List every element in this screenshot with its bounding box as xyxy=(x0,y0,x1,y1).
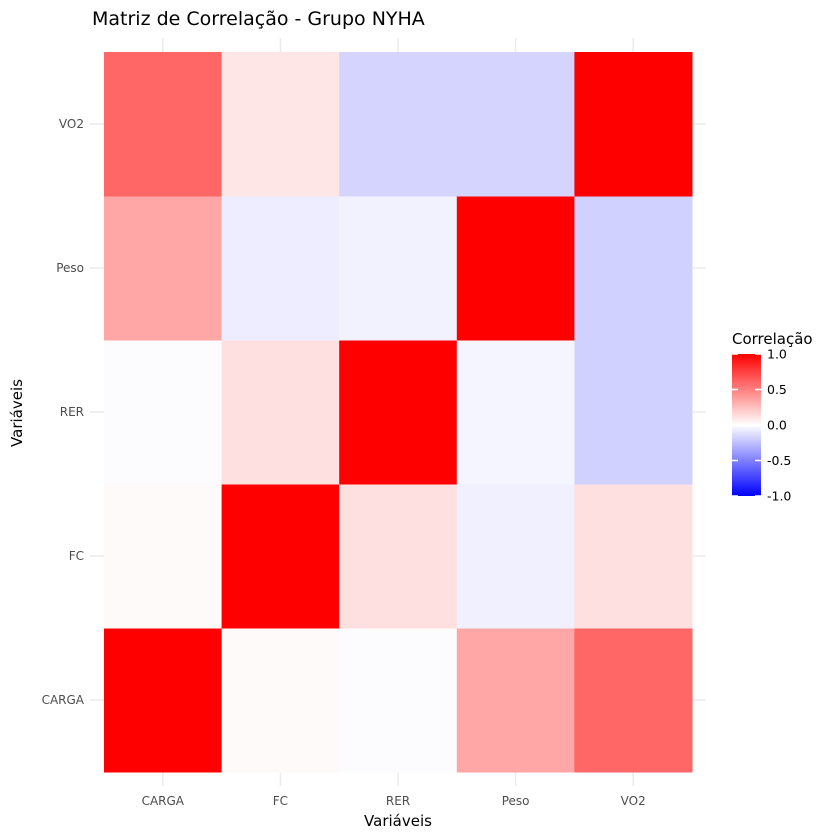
y-axis-tick-labels: CARGA FC RER Peso VO2 xyxy=(42,117,85,707)
heatmap-cell xyxy=(456,52,575,197)
legend-tick-label: 0.5 xyxy=(767,382,787,397)
heatmap-cell xyxy=(574,628,693,773)
heatmap-cell xyxy=(104,628,223,773)
x-tick-label: FC xyxy=(273,794,288,808)
heatmap-cell xyxy=(339,340,458,485)
legend-tick-label: 1.0 xyxy=(767,347,787,362)
y-tick-label: FC xyxy=(69,549,84,563)
heatmap-cell xyxy=(574,484,693,629)
x-tick-label: Peso xyxy=(502,794,530,808)
chart-title: Matriz de Correlação - Grupo NYHA xyxy=(92,8,425,30)
y-tick-label: Peso xyxy=(56,261,84,275)
heatmap-cell xyxy=(104,52,223,197)
heatmap-cell xyxy=(221,196,340,341)
heatmap-cell xyxy=(221,52,340,197)
heatmap-cell xyxy=(221,628,340,773)
x-axis-title: Variáveis xyxy=(364,812,432,830)
legend-tick-label: -1.0 xyxy=(767,489,791,504)
heatmap-cell xyxy=(574,196,693,341)
heatmap-cell xyxy=(104,196,223,341)
heatmap-cell xyxy=(456,196,575,341)
x-tick-label: RER xyxy=(386,794,410,808)
heatmap-cell xyxy=(104,484,223,629)
x-tick-label: CARGA xyxy=(142,794,185,808)
heatmap-cell xyxy=(574,340,693,485)
heatmap-cell xyxy=(221,484,340,629)
heatmap-cell xyxy=(456,628,575,773)
legend-title: Correlação xyxy=(732,330,813,348)
y-tick-label: RER xyxy=(60,405,84,419)
x-tick-label: VO2 xyxy=(621,794,646,808)
y-axis-title: Variáveis xyxy=(8,379,26,447)
heatmap-cells xyxy=(104,52,693,773)
heatmap-cell xyxy=(456,340,575,485)
legend-ticks: 1.0 0.5 0.0 -0.5 -1.0 xyxy=(732,347,791,504)
heatmap-cell xyxy=(339,52,458,197)
heatmap-cell xyxy=(339,484,458,629)
heatmap-cell xyxy=(574,52,693,197)
legend: Correlação 1.0 0.5 0.0 -0.5 -1.0 xyxy=(732,330,813,504)
heatmap-cell xyxy=(339,628,458,773)
heatmap-cell xyxy=(456,484,575,629)
y-tick-label: CARGA xyxy=(42,693,85,707)
y-tick-label: VO2 xyxy=(59,117,84,131)
x-axis-tick-labels: CARGA FC RER Peso VO2 xyxy=(142,794,646,808)
heatmap-cell xyxy=(339,196,458,341)
legend-tick-label: 0.0 xyxy=(767,418,787,433)
heatmap-cell xyxy=(221,340,340,485)
heatmap-cell xyxy=(104,340,223,485)
legend-tick-label: -0.5 xyxy=(767,453,791,468)
